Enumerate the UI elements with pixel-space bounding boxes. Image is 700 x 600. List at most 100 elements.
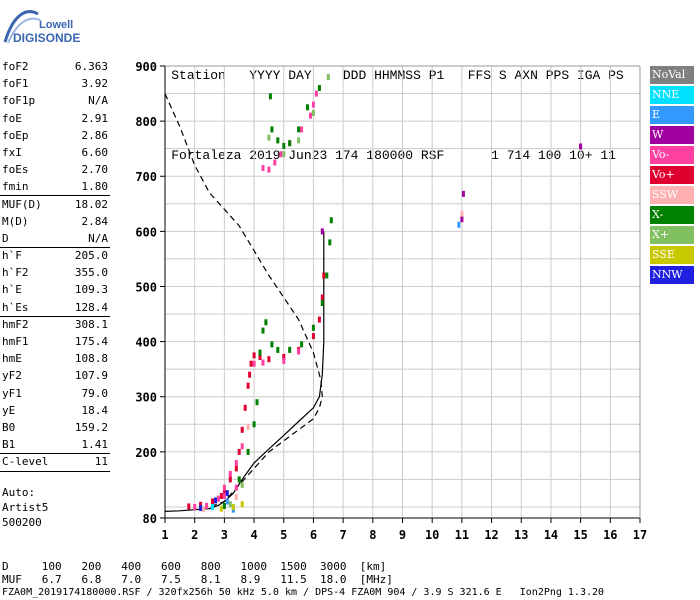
y-tick-label: 200 [135, 446, 157, 460]
chart-axes: 1 2 3 4 5 6 7 8 9 10 11 12 13 14 15 16 17802003004005006… [135, 60, 647, 542]
param-value: 2.84 [81, 214, 109, 228]
param-name: h`F2 [2, 266, 29, 280]
param-divider [0, 247, 110, 248]
echo-point [267, 166, 271, 173]
echo-point [311, 101, 315, 108]
polarization-legend: NoVal NNE E W Vo- Vo+ SSW X- X+ SSE NNW [650, 66, 694, 286]
legend-label: W [652, 128, 664, 141]
muf-distance-table: D 100 200 400 600 800 1000 1500 3000 [km… [2, 560, 400, 586]
param-name: M(D) [2, 214, 29, 228]
echo-point [268, 93, 272, 100]
logo-arc2-icon [7, 17, 41, 44]
chart-grid [164, 66, 641, 518]
muf-cell: 3000 [320, 560, 360, 573]
param-row: hmF1 175.4 [0, 333, 110, 350]
echo-point [279, 151, 283, 158]
param-row: C-level 11 [0, 453, 110, 470]
param-name: yE [2, 403, 16, 417]
param-name: yF1 [2, 386, 22, 400]
legend-label: NNE [652, 88, 680, 101]
y-tick-label: 400 [135, 336, 157, 350]
ionogram-chart: 1 2 3 4 5 6 7 8 9 10 11 12 13 14 15 16 17802003004005006… [135, 60, 647, 542]
y-tick-label: 800 [135, 115, 157, 129]
echo-point [222, 484, 226, 491]
param-row: yF1 79.0 [0, 385, 110, 402]
density-profile-dashed [164, 93, 323, 511]
x-tick-label: 2 [191, 528, 198, 542]
header-labels-row: Station YYYY DAY DDD HHMMSS P1 FFS S AXN… [140, 52, 624, 100]
param-value: 1.41 [81, 438, 109, 452]
echo-point [228, 501, 232, 508]
echo-point [249, 360, 253, 367]
profile-lines [164, 93, 325, 512]
muf-cell: 600 [161, 560, 201, 573]
echo-point [219, 493, 223, 499]
param-divider [0, 453, 110, 454]
param-value: 355.0 [74, 266, 108, 280]
legend-item: SSW [650, 186, 694, 204]
param-row: h`E 109.3 [0, 281, 110, 298]
muf-cell: 400 [121, 560, 161, 573]
echo-point [297, 137, 301, 144]
x-tick-label: 13 [514, 528, 528, 542]
param-row: foF1p N/A [0, 92, 110, 109]
muf-cell: [km] [359, 560, 400, 573]
param-value: N/A [88, 231, 108, 245]
param-row: D N/A [0, 230, 110, 247]
legend-item: W [650, 126, 694, 144]
param-name: hmF1 [2, 335, 29, 348]
x-tick-label: 9 [399, 528, 406, 542]
echo-point [211, 504, 214, 510]
param-name: D [2, 231, 9, 245]
muf-row-label: MUF [2, 573, 42, 586]
echo-point [228, 476, 232, 483]
echo-point [214, 497, 217, 504]
param-value: 175.4 [74, 335, 108, 348]
lowell-digisonde-logo: Lowell DIGISONDE [2, 6, 82, 46]
param-row: foF1 3.92 [0, 75, 110, 92]
param-value: 2.91 [81, 111, 109, 125]
echo-point [258, 354, 262, 360]
echo-point [240, 426, 244, 433]
param-value: 2.86 [81, 128, 109, 142]
echo-point [252, 352, 256, 359]
param-row: fmin 1.80 [0, 178, 110, 195]
legend-item: Vo- [650, 146, 694, 164]
muf-cell: 11.5 [280, 573, 320, 586]
x-tick-label: 6 [310, 528, 317, 542]
param-row: foE 2.91 [0, 110, 110, 127]
param-value: 205.0 [74, 249, 108, 263]
legend-label: Vo- [652, 148, 670, 161]
muf-cell: 7.5 [161, 573, 201, 586]
echo-point [240, 481, 244, 488]
echo-point [320, 300, 324, 306]
echo-point [264, 319, 268, 326]
header-label-date: YYYY DAY [249, 68, 312, 83]
param-name: foF2 [2, 60, 29, 73]
param-name: foEs [2, 163, 29, 177]
echo-point [322, 272, 326, 279]
param-row: foF2 6.363 [0, 58, 110, 75]
echo-point [282, 142, 286, 149]
legend-label: E [652, 108, 661, 121]
echo-point [199, 505, 203, 512]
echo-traces [187, 74, 583, 513]
param-row: h`F 205.0 [0, 247, 110, 264]
y-tick-label: 600 [135, 225, 157, 239]
param-row: yF2 107.9 [0, 367, 110, 384]
echo-point [311, 333, 315, 340]
echo-point [225, 498, 229, 505]
echo-point [326, 74, 330, 80]
param-name: foEp [2, 128, 29, 142]
echo-point [246, 424, 250, 430]
echo-point [199, 501, 203, 508]
echo-point [270, 341, 274, 348]
legend-item: X- [650, 206, 694, 224]
echo-point [320, 228, 324, 235]
param-value: 108.8 [74, 352, 108, 366]
param-value: 1.80 [81, 180, 109, 194]
param-divider [0, 316, 110, 317]
echo-point [306, 104, 309, 111]
logo-line1: Lowell [39, 19, 73, 31]
param-value: 2.70 [81, 163, 109, 177]
